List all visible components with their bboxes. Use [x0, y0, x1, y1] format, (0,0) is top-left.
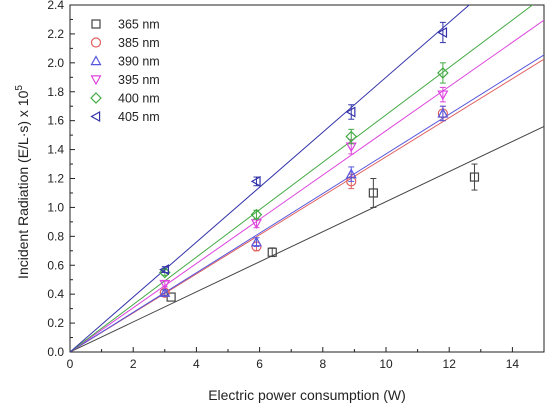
data-point: [159, 279, 171, 290]
legend-label: 390 nm: [118, 55, 160, 69]
y-tick-label: 1.8: [47, 85, 64, 99]
x-tick-label: 2: [130, 357, 137, 371]
y-tick-label: 1.4: [47, 143, 64, 157]
legend-marker: [90, 92, 102, 104]
legend-label: 385 nm: [118, 36, 160, 50]
fit-line-395-nm: [70, 19, 544, 352]
data-point: [250, 208, 263, 221]
x-tick-label: 14: [506, 357, 520, 371]
y-tick-label: 0.4: [47, 287, 64, 301]
y-tick-label: 2.4: [47, 0, 64, 12]
legend-marker: [90, 110, 101, 123]
data-point: [345, 168, 357, 179]
y-tick-label: 1.2: [47, 172, 64, 186]
axes: 0 2 4 6 8 10 12 14 0.0 0.2 0.4 0.6 0.8 1.0 1.2 1.4 1.6 1.…: [47, 0, 545, 371]
x-axis-title: Electric power consumption (W): [208, 387, 406, 403]
y-tick-label: 0.6: [47, 258, 64, 272]
data-point: [345, 106, 356, 118]
data-point: [250, 236, 262, 247]
y-tick-label: 0.8: [47, 229, 64, 243]
data-point: [159, 264, 169, 276]
y-axis-title-superscript: 5: [14, 85, 25, 91]
data-point: [437, 90, 449, 101]
x-tick-label: 4: [193, 357, 200, 371]
fit-line-400-nm: [70, 5, 534, 352]
y-tick-label: 1.0: [47, 200, 64, 214]
x-tick-label: 10: [379, 357, 393, 371]
legend-marker: [90, 75, 102, 86]
x-tick-label: 12: [443, 357, 457, 371]
data-point: [437, 107, 449, 118]
y-tick-label: 2.2: [47, 27, 64, 41]
x-tick-label: 8: [319, 357, 326, 371]
legend-label: 405 nm: [118, 110, 160, 124]
data-point: [437, 67, 449, 79]
fit-line-405-nm: [70, 5, 470, 352]
data-point: [345, 130, 358, 143]
y-axis-title-main: Incident Radiation (E/L·s) x 10: [15, 90, 31, 279]
legend-marker: [90, 55, 102, 66]
y-tick-label: 0.2: [47, 316, 64, 330]
x-tick-label: 0: [67, 357, 74, 371]
y-axis-title: Incident Radiation (E/L·s) x 105: [14, 85, 31, 279]
fit-lines: [70, 5, 544, 352]
data-point: [469, 172, 480, 182]
data-point: [267, 247, 277, 257]
fit-line-365-nm: [70, 125, 544, 352]
legend: 365 nm 385 nm 390 nm 395 nm 400 nm 405 nm: [90, 18, 160, 124]
data-points: [158, 21, 480, 302]
legend-marker: [91, 19, 101, 29]
data-point: [250, 175, 261, 187]
y-tick-label: 2.0: [47, 56, 64, 70]
legend-label: 395 nm: [118, 73, 160, 87]
legend-label: 400 nm: [118, 92, 160, 106]
x-tick-label: 6: [256, 357, 263, 371]
data-point: [437, 26, 448, 38]
data-point: [368, 188, 378, 198]
legend-label: 365 nm: [118, 18, 160, 32]
data-point: [159, 286, 171, 297]
fit-line-390-nm: [70, 54, 544, 352]
y-tick-label: 0.0: [47, 345, 64, 359]
fit-line-385-nm: [70, 58, 544, 352]
legend-marker: [90, 37, 102, 48]
y-tick-label: 1.6: [47, 114, 64, 128]
